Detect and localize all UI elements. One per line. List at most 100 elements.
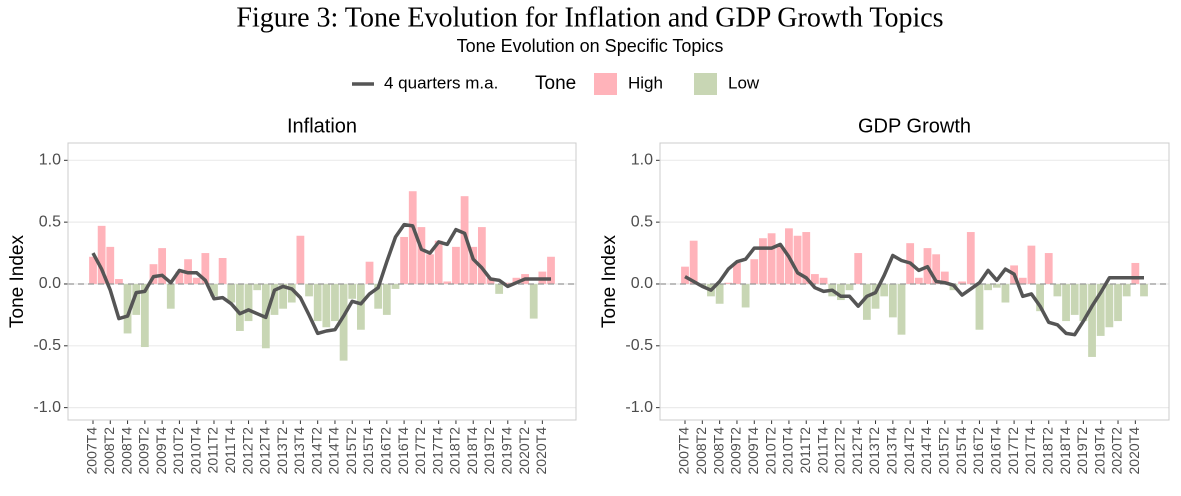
bar	[1070, 283, 1079, 315]
y-tick-label: -0.5	[33, 337, 61, 354]
x-tick-label: 2012T4	[257, 427, 273, 475]
y-tick-label: 0.0	[631, 275, 653, 292]
x-tick-label: 2011T2	[205, 427, 221, 474]
x-tick-label: 2014T4	[918, 427, 934, 475]
bar	[862, 283, 871, 320]
bar	[374, 283, 383, 309]
x-tick-label: 2018T2	[447, 427, 463, 475]
bar	[305, 283, 313, 297]
x-tick-label: 2010T2	[170, 427, 186, 475]
x-tick-label: 2016T4	[395, 427, 411, 475]
bar	[382, 283, 391, 315]
bar	[365, 261, 374, 284]
y-tick-label: 0.0	[39, 275, 61, 292]
bar	[287, 283, 296, 303]
x-tick-label: 2008T2	[693, 427, 709, 475]
bar	[871, 283, 880, 309]
y-tick-label: 0.5	[39, 213, 61, 230]
bar	[984, 283, 993, 291]
x-tick-label: 2009T2	[136, 427, 152, 475]
x-tick-label: 2009T2	[728, 427, 744, 475]
x-tick-label: 2020T2	[516, 427, 532, 475]
bar	[715, 283, 724, 304]
x-tick-label: 2015T2	[936, 427, 952, 475]
x-tick-label: 2014T2	[308, 427, 324, 475]
x-tick-label: 2017T4	[429, 427, 445, 475]
x-tick-label: 2017T2	[1005, 427, 1021, 475]
bar	[1122, 283, 1131, 297]
y-tick-label: -1.0	[625, 399, 653, 416]
bar	[201, 253, 210, 284]
bar	[270, 283, 279, 315]
bar	[836, 283, 845, 301]
bar	[750, 259, 759, 284]
bar	[218, 258, 227, 284]
x-tick-label: 2017T4	[1022, 427, 1038, 475]
x-tick-label: 2007T4	[676, 427, 692, 475]
bar	[1001, 283, 1010, 303]
legend-swatch	[694, 73, 717, 95]
bar	[1105, 283, 1114, 328]
x-tick-label: 2019T4	[498, 427, 514, 475]
bar	[854, 253, 863, 284]
bar	[689, 240, 698, 284]
x-tick-label: 2019T2	[1074, 427, 1090, 475]
y-tick-label: 1.0	[39, 152, 61, 169]
x-tick-label: 2007T4	[84, 427, 100, 475]
panel-title: GDP Growth	[858, 115, 971, 137]
x-tick-label: 2015T2	[343, 427, 359, 475]
bar	[348, 283, 357, 299]
bar	[417, 227, 426, 284]
bar	[1131, 262, 1140, 284]
legend-label: High	[628, 73, 663, 92]
bar	[486, 277, 495, 284]
bar	[958, 281, 967, 284]
bar	[503, 282, 512, 284]
bar	[1140, 283, 1148, 297]
bar	[1079, 283, 1088, 322]
x-tick-label: 2020T2	[1109, 427, 1125, 475]
bar	[802, 232, 811, 284]
x-tick-label: 2013T4	[884, 427, 900, 475]
bar	[339, 283, 348, 361]
bar	[495, 283, 504, 294]
bar	[89, 256, 97, 284]
plot-border	[67, 142, 577, 421]
y-tick-label: -1.0	[33, 399, 61, 416]
x-tick-label: 2019T4	[1091, 427, 1107, 475]
x-tick-label: 2018T2	[1039, 427, 1055, 475]
bar	[992, 283, 1001, 288]
bar	[975, 283, 984, 330]
bar	[1096, 283, 1105, 336]
bar	[279, 283, 288, 309]
bar	[880, 283, 889, 297]
x-tick-label: 2012T4	[849, 427, 865, 475]
bar	[759, 238, 767, 284]
bar	[313, 283, 322, 322]
x-tick-label: 2011T4	[222, 427, 238, 474]
bar	[1062, 283, 1070, 322]
x-tick-label: 2009T4	[745, 427, 761, 475]
bar	[966, 232, 975, 284]
bar	[296, 235, 305, 284]
bar	[811, 274, 819, 284]
plot-border	[659, 142, 1170, 421]
bar	[1027, 245, 1036, 284]
x-tick-label: 2009T4	[153, 427, 169, 475]
legend-label: Low	[728, 73, 760, 92]
bar	[391, 283, 400, 289]
bar	[897, 283, 906, 335]
bar	[192, 277, 201, 284]
bar	[776, 246, 785, 284]
x-tick-label: 2013T2	[866, 427, 882, 475]
bar	[158, 248, 167, 284]
x-tick-label: 2014T2	[901, 427, 917, 475]
bar	[940, 271, 949, 284]
x-tick-label: 2016T2	[378, 427, 394, 475]
x-tick-label: 2013T2	[274, 427, 290, 475]
bar	[400, 236, 408, 284]
bar	[115, 279, 123, 284]
bar	[1036, 283, 1044, 312]
bar	[253, 283, 262, 291]
